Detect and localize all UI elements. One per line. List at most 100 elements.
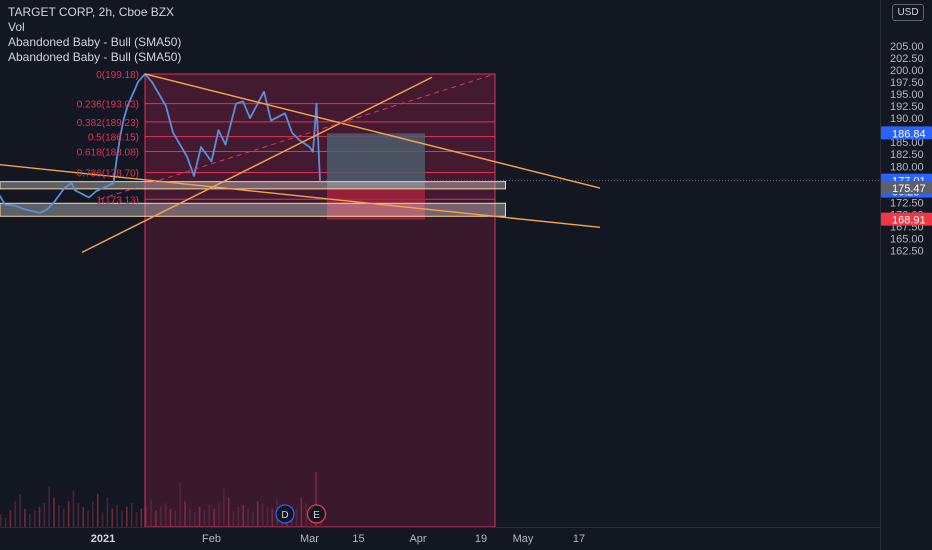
volume-bar (295, 508, 298, 527)
fib-level-label: 0.382(189.23) (77, 118, 139, 129)
fibonacci-level-labels: 0(199.18) 0.236(193.03) 0.382(189.23) 0.5(1… (77, 70, 139, 206)
price-label-text: 175.47 (892, 183, 926, 195)
price-tick-label: 205.00 (890, 41, 924, 53)
price-tick-label: 162.50 (890, 245, 924, 257)
volume-bar (266, 506, 269, 527)
price-label-tag (881, 126, 932, 140)
volume-bar (179, 483, 181, 527)
volume-bar (227, 497, 230, 527)
volume-bar (203, 510, 206, 527)
volume-bar (315, 472, 317, 527)
price-label-tag (881, 181, 932, 195)
fib-trend-line[interactable] (99, 73, 496, 200)
volume-bar (237, 506, 240, 527)
price-tick-label: 190.00 (890, 113, 924, 125)
volume-bar (67, 501, 70, 527)
volume-bar (106, 497, 109, 527)
volume-bar (4, 517, 7, 527)
volume-bar (101, 512, 104, 527)
volume-bar (159, 506, 162, 527)
volume-bar (155, 510, 157, 527)
zone-box[interactable] (0, 181, 506, 190)
price-tick-label: 165.00 (890, 233, 924, 245)
support-zones[interactable] (0, 181, 506, 217)
volume-bar (82, 506, 84, 527)
price-label-text: 168.91 (892, 215, 926, 227)
volume-bar (247, 508, 249, 527)
trend-line[interactable] (144, 73, 601, 189)
volume-bar (38, 506, 41, 527)
trend-line[interactable] (0, 162, 601, 229)
volume-bar (48, 486, 50, 527)
volume-bar (271, 508, 274, 527)
fib-level-label: 1(173.13) (96, 195, 139, 206)
volume-bar (62, 508, 65, 527)
volume-bar (53, 497, 55, 527)
volume-bar (189, 508, 191, 527)
event-marker-label: D (281, 510, 288, 521)
volume-bar (72, 490, 75, 527)
volume-bar (24, 508, 26, 527)
price-tick-label: 200.00 (890, 65, 924, 77)
volume-bar (145, 505, 147, 527)
event-marker-circle[interactable] (275, 504, 295, 524)
volume-bar (0, 514, 2, 527)
symbol-title[interactable]: TARGET CORP, 2h, Cboe BZX (8, 5, 175, 19)
volume-bar (150, 499, 152, 527)
volume-bar (121, 510, 123, 527)
time-tick-label: Feb (202, 533, 221, 545)
volume-bar (305, 503, 308, 527)
fib-level-label: 0.786(178.70) (77, 169, 139, 180)
volume-bar (19, 494, 21, 527)
price-series (0, 73, 880, 214)
indicator-volume[interactable]: Vol (8, 20, 25, 34)
volume-bar (14, 501, 17, 527)
time-tick-label: May (513, 533, 534, 545)
price-label-tag (881, 212, 932, 226)
position-target-zone[interactable] (327, 133, 425, 189)
volume-bar (43, 503, 46, 527)
time-tick-label: 19 (475, 533, 487, 545)
event-marker-circle[interactable] (306, 504, 327, 524)
time-tick-label: 17 (573, 533, 585, 545)
volume-bar (135, 512, 138, 527)
fib-level-label: 0(199.18) (96, 70, 139, 81)
trend-lines[interactable] (0, 73, 601, 253)
price-tick-label: 195.00 (890, 89, 924, 101)
price-axis-background (880, 0, 932, 550)
price-tick-label: 185.00 (890, 137, 924, 149)
volume-bar (184, 501, 186, 527)
volume-bar (198, 506, 201, 527)
price-axis[interactable]: 162.50165.00167.50170.00172.50175.00177.… (880, 0, 932, 550)
price-tick-label: 172.50 (890, 197, 924, 209)
volume-bar (87, 510, 89, 527)
time-tick-label: 2021 (91, 533, 115, 545)
price-tick-label: 202.50 (890, 53, 924, 65)
fib-level-label: 0.5(186.15) (88, 133, 139, 144)
volume-bar (193, 512, 196, 527)
volume-bar (164, 503, 167, 527)
volume-bar (92, 501, 94, 527)
volume-bar (9, 510, 12, 527)
fibonacci-retracement[interactable] (144, 73, 496, 528)
currency-button[interactable]: USD (892, 4, 924, 21)
time-tick-label: 15 (352, 533, 364, 545)
indicator-abandoned-baby-2[interactable]: Abandoned Baby - Bull (SMA50) (8, 50, 182, 64)
volume-bar (116, 505, 118, 527)
volume-bar (300, 497, 303, 527)
price-tick-label: 197.50 (890, 77, 924, 89)
time-axis[interactable]: 2021 Feb Mar 15 Apr 19 May 17 (0, 527, 880, 550)
volume-bar (140, 508, 143, 527)
volume-bar (169, 508, 172, 527)
volume-bar (256, 501, 259, 527)
fib-level-label: 0.236(193.03) (77, 100, 139, 111)
volume-bar (29, 514, 31, 527)
indicator-abandoned-baby-1[interactable]: Abandoned Baby - Bull (SMA50) (8, 35, 182, 49)
volume-bar (218, 503, 220, 527)
zone-box[interactable] (0, 202, 506, 217)
volume-bar (126, 506, 128, 527)
trend-line[interactable] (81, 76, 433, 253)
volume-bar (77, 503, 80, 527)
